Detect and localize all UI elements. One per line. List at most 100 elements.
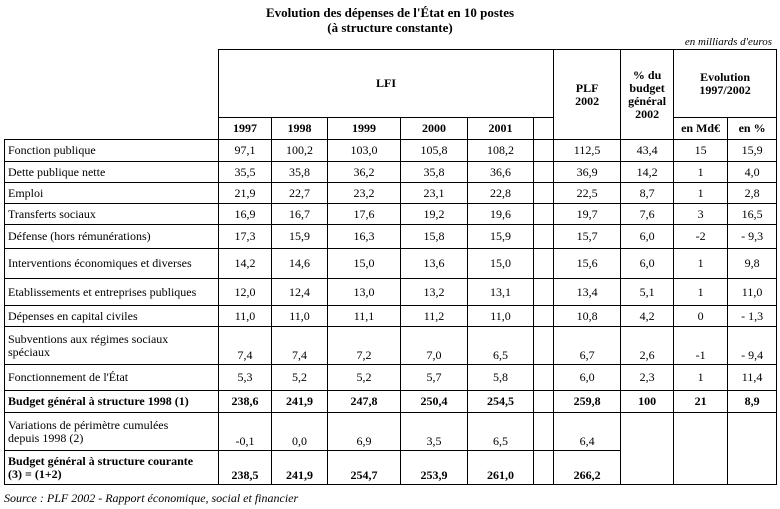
value-cell xyxy=(673,412,729,451)
value-cell: 108,2 xyxy=(467,139,534,162)
value-cell: 13,6 xyxy=(400,248,468,279)
value-cell: 5,1 xyxy=(620,278,675,306)
value-cell: 5,3 xyxy=(218,364,272,391)
value-cell: - 1,3 xyxy=(727,305,778,327)
spacer-cell xyxy=(532,364,555,391)
value-cell: 19,7 xyxy=(553,203,622,225)
value-cell: 19,2 xyxy=(400,203,468,225)
value-cell: 11,2 xyxy=(400,305,468,327)
table-row: Emploi 21,9 22,7 23,2 23,1 22,8 22,5 8,7 1 2,8 xyxy=(4,182,778,204)
value-cell: 3,5 xyxy=(400,412,468,451)
value-cell: -2 xyxy=(673,224,729,249)
value-cell: 35,8 xyxy=(400,161,468,183)
value-cell: 7,4 xyxy=(218,326,272,365)
value-cell: 247,8 xyxy=(327,390,401,413)
value-cell: 15,9 xyxy=(467,224,534,249)
value-cell: 16,5 xyxy=(727,203,778,225)
row-label: Subventions aux régimes sociaux spéciaux xyxy=(4,326,219,365)
value-cell: 5,2 xyxy=(327,364,401,391)
value-cell: 250,4 xyxy=(400,390,468,413)
value-cell: 241,9 xyxy=(271,390,328,413)
spacer-cell xyxy=(532,326,555,365)
value-cell: 21,9 xyxy=(218,182,272,204)
value-cell: 17,3 xyxy=(218,224,272,249)
table-row: Budget général à structure courante (3) … xyxy=(4,450,778,485)
value-cell: 13,4 xyxy=(553,278,622,306)
spacer-cell xyxy=(532,248,555,279)
year-header-2000: 2000 xyxy=(400,117,468,140)
value-cell: 2,6 xyxy=(620,326,675,365)
value-cell: 7,4 xyxy=(271,326,328,365)
value-cell: 15,7 xyxy=(553,224,622,249)
year-header-2001: 2001 xyxy=(467,117,534,140)
value-cell: 6,0 xyxy=(620,248,675,279)
value-cell: 2,3 xyxy=(620,364,675,391)
value-cell: 22,7 xyxy=(271,182,328,204)
value-cell xyxy=(673,450,729,485)
evolution-header: Evolution 1997/2002 xyxy=(673,49,778,118)
value-cell: 7,0 xyxy=(400,326,468,365)
table-row: Fonctionnement de l'État 5,3 5,2 5,2 5,7 5,8 6… xyxy=(4,364,778,391)
value-cell: 1 xyxy=(673,182,729,204)
value-cell: 6,9 xyxy=(327,412,401,451)
spacer-cell xyxy=(532,450,555,485)
value-cell: 15,9 xyxy=(271,224,328,249)
value-cell: 21 xyxy=(673,390,729,413)
table-body: Fonction publique 97,1 100,2 103,0 105,8 108,… xyxy=(4,139,778,485)
value-cell: -1 xyxy=(673,326,729,365)
page-title: Evolution des dépenses de l'État en 10 p… xyxy=(0,5,780,35)
value-cell: 11,0 xyxy=(727,278,778,306)
value-cell: 259,8 xyxy=(553,390,622,413)
row-label: Dépenses en capital civiles xyxy=(4,305,219,327)
value-cell xyxy=(727,450,778,485)
row-label: Emploi xyxy=(4,182,219,204)
value-cell: 254,7 xyxy=(327,450,401,485)
value-cell: 11,0 xyxy=(271,305,328,327)
table-row: Dépenses en capital civiles 11,0 11,0 11,1 1… xyxy=(4,305,778,327)
value-cell xyxy=(727,412,778,451)
value-cell: 266,2 xyxy=(553,450,622,485)
year-header-1997: 1997 xyxy=(218,117,272,140)
value-cell xyxy=(620,412,675,451)
value-cell: 8,9 xyxy=(727,390,778,413)
spacer-cell xyxy=(532,117,555,140)
spacer-cell xyxy=(532,182,555,204)
lfi-header: LFI xyxy=(217,49,555,118)
value-cell: 5,8 xyxy=(467,364,534,391)
value-cell: 103,0 xyxy=(327,139,401,162)
value-cell: 1 xyxy=(673,161,729,183)
corner-cell xyxy=(5,50,219,118)
value-cell: 15,9 xyxy=(727,139,778,162)
row-label: Budget général à structure courante (3) … xyxy=(4,450,219,485)
value-cell: 97,1 xyxy=(218,139,272,162)
unit-note: en milliards d'euros xyxy=(684,36,772,48)
year-header-1999: 1999 xyxy=(327,117,401,140)
evolution-unit-md-header: en Md€ xyxy=(673,117,729,140)
value-cell: 13,1 xyxy=(467,278,534,306)
spacer-cell xyxy=(532,412,555,451)
spacer-cell xyxy=(532,278,555,306)
value-cell: 4,0 xyxy=(727,161,778,183)
value-cell: 6,5 xyxy=(467,412,534,451)
value-cell: 43,4 xyxy=(620,139,675,162)
value-cell: 7,6 xyxy=(620,203,675,225)
value-cell: 1 xyxy=(673,364,729,391)
budget-table: LFI PLF 2002 % du budget général 2002 Ev… xyxy=(4,49,778,485)
row-label: Fonction publique xyxy=(4,139,219,162)
value-cell: 6,0 xyxy=(620,224,675,249)
value-cell: 8,7 xyxy=(620,182,675,204)
value-cell: 238,6 xyxy=(218,390,272,413)
value-cell: 15,0 xyxy=(327,248,401,279)
value-cell: 15,8 xyxy=(400,224,468,249)
spacer-cell xyxy=(532,139,555,162)
value-cell: 4,2 xyxy=(620,305,675,327)
value-cell: 261,0 xyxy=(467,450,534,485)
value-cell: 7,2 xyxy=(327,326,401,365)
value-cell: 36,9 xyxy=(553,161,622,183)
table-row: Variations de périmètre cumulées depuis … xyxy=(4,412,778,451)
value-cell: 9,8 xyxy=(727,248,778,279)
table-row: Transferts sociaux 16,9 16,7 17,6 19,2 19,6 19… xyxy=(4,203,778,225)
value-cell: 6,7 xyxy=(553,326,622,365)
header-row-groups: LFI PLF 2002 % du budget général 2002 Ev… xyxy=(5,49,778,140)
table-row: Budget général à structure 1998 (1) 238,6… xyxy=(4,390,778,413)
